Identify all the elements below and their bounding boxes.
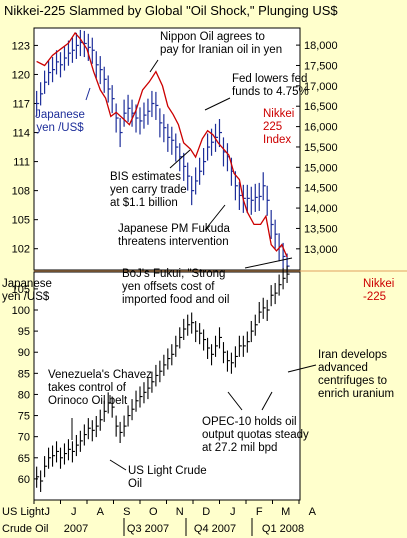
x-period-label: Q3 2007 [127,523,169,535]
left-tick-label: 102 [12,244,30,256]
nikkei-inline-label: Index [263,134,291,146]
annotation-pointer [169,149,191,169]
x-month-label: A [309,506,317,518]
yen-axis-tag: yen /US$ [2,291,50,303]
lower-plot-area [33,271,301,501]
right-tick-label: 17,000 [304,81,338,93]
yen-inline-label: Japanese [35,109,85,121]
annotation-oil-label: Oil [128,478,142,490]
x-month-label: S [123,506,130,518]
lower-tick-label: 100 [12,305,30,317]
annotation-pointer [109,459,127,471]
annotation-fed: funds to 4.75% [232,86,309,98]
annotation-bis: at $1.1 billion [110,197,178,209]
x-month-label: O [149,506,158,518]
nikkei-axis-tag: -225 [363,291,386,303]
nikkei-line-path [36,31,288,258]
x-month-label: M [281,506,290,518]
yen-inline-label: yen /US$ [36,122,84,134]
annotation-boj: BoJ's Fukui, "Strong [122,268,225,280]
right-tick-label: 16,000 [304,122,338,134]
annotation-opec: at 27.2 mil bpd [202,442,277,454]
annotation-venezuela: Venezuela's Chavez [48,369,152,381]
annotation-bis: yen carry trade [110,184,187,196]
left-tick-label: 105 [12,215,30,227]
annotation-pointer [244,257,293,269]
left-tick-label: 108 [12,186,30,198]
right-tick-label: 18,000 [304,40,338,52]
annotation-venezuela: takes control of [48,382,127,394]
left-tick-label: 114 [12,128,30,140]
bottom-left-label: Crude Oil [2,523,48,535]
annotation-pointer [149,59,159,73]
right-tick-label: 15,500 [304,142,338,154]
lower-tick-label: 105 [12,284,30,296]
lower-tick-label: 80 [18,389,30,401]
annotation-venezuela: Orinoco Oil belt [48,395,128,407]
left-tick-label: 120 [12,69,30,81]
annotation-fed: Fed lowers fed [232,73,307,85]
annotation-bis: BIS estimates [110,171,181,183]
x-month-label: J [71,506,77,518]
x-month-label: F [256,506,263,518]
annotation-oil-label: US Light Crude [128,465,207,477]
upper-plot-area [33,27,301,271]
x-period-label: 2007 [64,523,88,535]
annotation-iran: enrich uranium [318,388,394,400]
annotation-fukuda: threatens intervention [118,236,229,248]
right-tick-label: 13,000 [304,244,338,256]
annotation-iran: centrifuges to [318,375,387,387]
x-month-label: N [176,506,184,518]
annotation-nippon-oil: pay for Iranian oil in yen [160,44,282,56]
right-tick-label: 15,000 [304,162,338,174]
annotation-nippon-oil: Nippon Oil agrees to [160,31,265,43]
right-tick-label: 14,000 [304,203,338,215]
lower-tick-label: 70 [18,432,30,444]
annotation-pointer [287,364,317,373]
bottom-left-label: US Light [2,506,44,518]
left-tick-label: 111 [13,157,30,169]
left-tick-label: 123 [12,40,30,52]
x-month-label: J [45,506,51,518]
annotation-iran: Iran develops [318,349,387,361]
annotation-opec: output quotas steady [202,429,309,441]
chart-title: Nikkei-225 Slammed by Global "Oil Shock,… [4,3,338,18]
nikkei-inline-label: 225 [263,121,282,133]
x-period-label: Q1 2008 [262,523,304,535]
annotation-fukuda: Japanese PM Fukuda [118,223,230,235]
lower-tick-label: 60 [18,474,30,486]
nikkei-inline-label: Nikkei [263,108,294,120]
x-month-label: D [202,506,210,518]
annotation-opec: OPEC-10 holds oil [202,416,297,428]
lower-tick-label: 90 [18,347,30,359]
right-tick-label: 13,500 [304,223,338,235]
x-month-label: A [97,506,105,518]
yen-axis-tag: Japanese [2,278,52,290]
lower-tick-label: 75 [18,411,30,423]
x-period-label: Q4 2007 [194,523,236,535]
nikkei-axis-tag: Nikkei [363,278,394,290]
right-tick-label: 16,500 [304,101,338,113]
annotation-pointer [227,391,243,411]
annotation-pointer [85,87,91,101]
annotation-boj: yen offsets cost of [122,281,215,293]
lower-tick-label: 65 [18,453,30,465]
x-month-label: J [230,506,236,518]
annotation-pointer [204,204,226,231]
annotation-pointer [261,391,273,411]
right-tick-label: 17,500 [304,60,338,72]
left-tick-label: 117 [12,99,30,111]
annotation-pointer [204,97,231,111]
annotation-iran: advanced [318,362,368,374]
right-tick-label: 14,500 [304,183,338,195]
lower-tick-label: 85 [18,368,30,380]
annotation-boj: imported food and oil [122,294,229,306]
lower-tick-label: 95 [18,326,30,338]
